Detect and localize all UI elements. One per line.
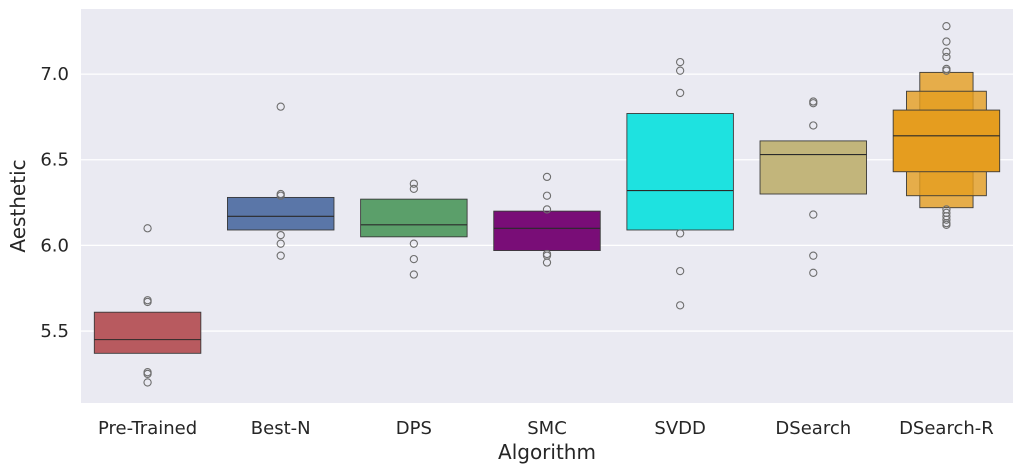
outlier-point bbox=[675, 57, 685, 67]
box-best-n-level-0 bbox=[227, 196, 335, 231]
y-tick-label: 5.5 bbox=[40, 321, 69, 342]
outlier-point bbox=[143, 378, 152, 387]
outlier-point bbox=[809, 121, 818, 130]
outlier-point bbox=[675, 266, 685, 276]
outlier-point bbox=[809, 210, 818, 219]
x-tick-label: SMC bbox=[527, 418, 567, 439]
box-dsearch-level-0 bbox=[759, 140, 867, 195]
outlier-point bbox=[675, 88, 685, 98]
outlier-point bbox=[409, 179, 419, 188]
outlier-point bbox=[409, 184, 419, 194]
x-tick-label: Pre-Trained bbox=[98, 418, 197, 439]
box-dsearch-r-level-2 bbox=[892, 109, 1001, 173]
outlier-point bbox=[675, 229, 685, 238]
outlier-point bbox=[409, 254, 419, 264]
boxes-layer bbox=[93, 71, 1001, 354]
outlier-point bbox=[942, 66, 951, 75]
box-dps-level-0 bbox=[360, 198, 468, 238]
outlier-point bbox=[942, 220, 951, 229]
outlier-point bbox=[276, 239, 285, 248]
outlier-point bbox=[942, 47, 951, 56]
outlier-point bbox=[409, 239, 419, 248]
outlier-point bbox=[276, 230, 285, 240]
outlier-point bbox=[276, 251, 285, 260]
box-smc-level-0 bbox=[493, 210, 601, 251]
outlier-point bbox=[276, 191, 285, 200]
outlier-point bbox=[942, 215, 951, 224]
box-svdd-level-0 bbox=[626, 113, 734, 231]
outlier-point bbox=[809, 99, 818, 108]
x-tick-label: DPS bbox=[396, 418, 432, 439]
y-tick-label: 6.0 bbox=[40, 235, 69, 256]
outlier-point bbox=[276, 102, 285, 111]
x-tick-label: DSearch-R bbox=[899, 418, 994, 439]
x-tick-label: Best-N bbox=[251, 418, 311, 439]
outlier-point bbox=[143, 369, 152, 379]
x-tick-label: SVDD bbox=[654, 418, 705, 439]
outlier-point bbox=[542, 191, 552, 200]
x-tick-labels: Pre-Trained Best-N DPS SMC SVDD DSearch DSearc… bbox=[98, 418, 994, 439]
outlier-point bbox=[942, 52, 951, 62]
outlier-point bbox=[942, 21, 951, 31]
y-tick-label: 6.5 bbox=[40, 150, 69, 171]
outlier-point bbox=[675, 301, 685, 310]
outlier-point bbox=[143, 297, 152, 307]
outlier-point bbox=[143, 224, 152, 233]
outlier-point bbox=[542, 172, 552, 182]
outlier-point bbox=[675, 66, 685, 75]
x-axis-title: Algorithm bbox=[498, 440, 596, 464]
outlier-point bbox=[542, 205, 552, 214]
outlier-point bbox=[409, 270, 419, 279]
outlier-point bbox=[942, 37, 951, 46]
y-tick-label: 7.0 bbox=[40, 64, 69, 85]
outlier-point bbox=[809, 268, 818, 277]
outlier-point bbox=[542, 258, 552, 267]
y-tick-labels: 5.5 6.0 6.5 7.0 bbox=[40, 64, 69, 342]
outliers-layer bbox=[143, 21, 951, 387]
x-tick-label: DSearch bbox=[775, 418, 851, 439]
outlier-point bbox=[809, 251, 818, 260]
box-pre-trained-level-0 bbox=[93, 311, 202, 354]
y-axis-title: Aesthetic bbox=[6, 159, 30, 252]
